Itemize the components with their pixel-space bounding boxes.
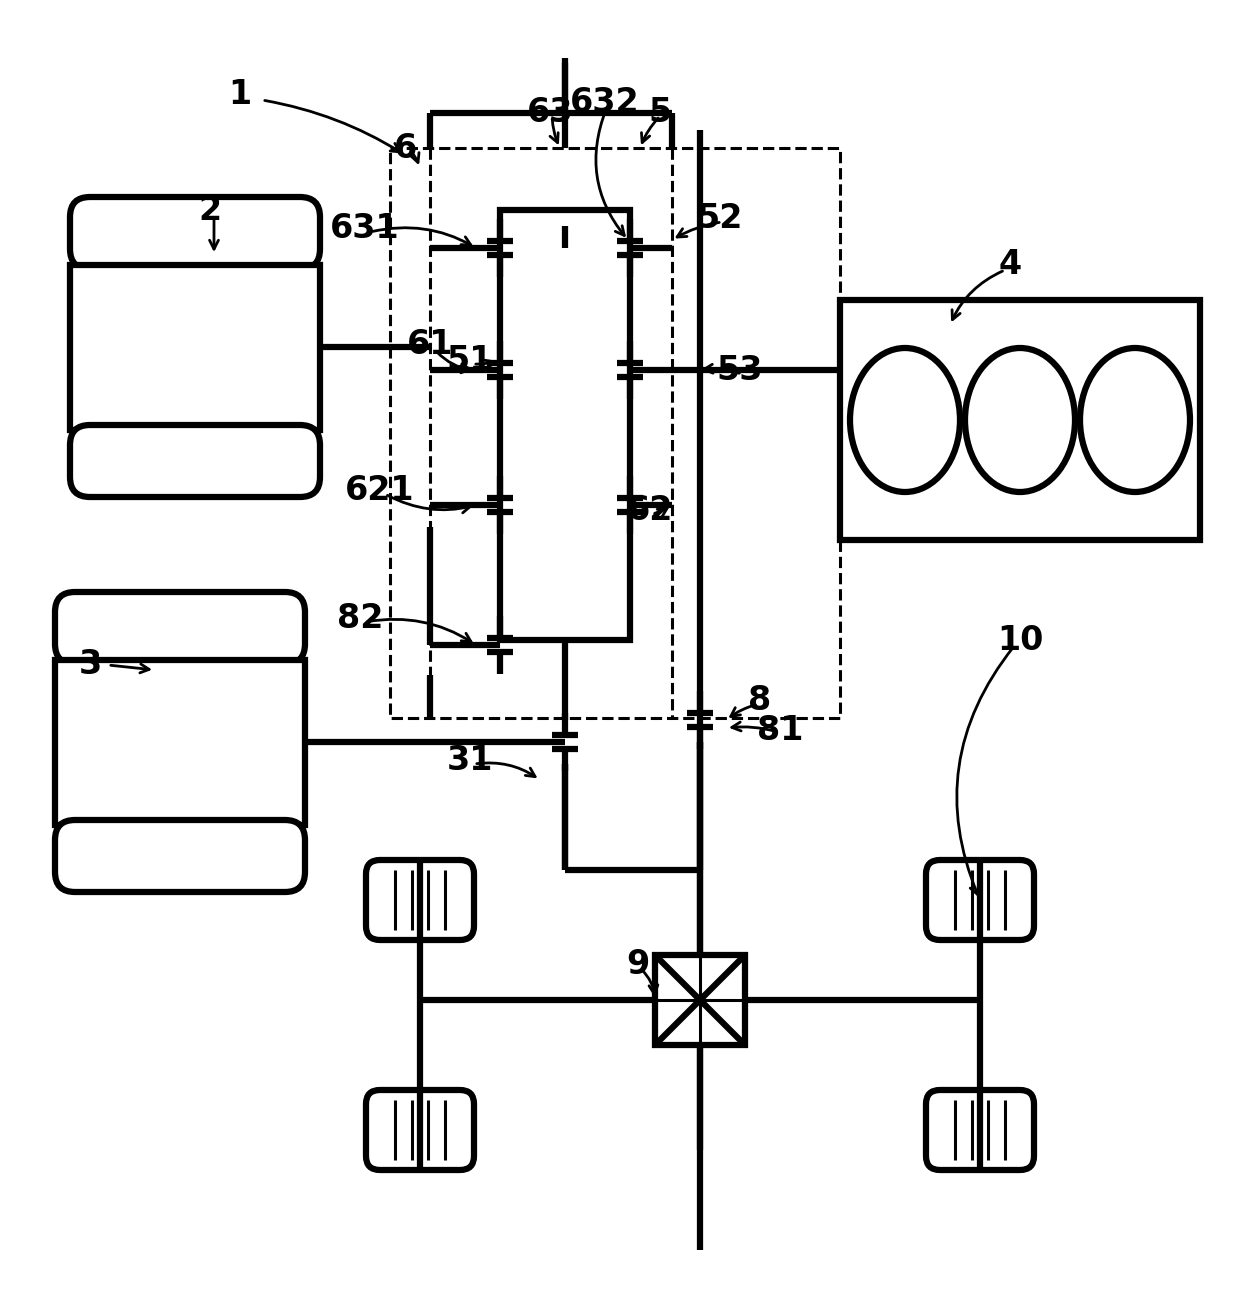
- Text: 1: 1: [228, 79, 252, 111]
- Text: 4: 4: [998, 248, 1022, 282]
- Text: 10: 10: [997, 623, 1043, 657]
- FancyBboxPatch shape: [926, 860, 1034, 940]
- Text: 53: 53: [717, 353, 764, 387]
- Text: 82: 82: [337, 601, 383, 635]
- FancyBboxPatch shape: [55, 592, 305, 665]
- Text: 31: 31: [446, 743, 494, 777]
- FancyBboxPatch shape: [366, 860, 474, 940]
- FancyBboxPatch shape: [366, 1090, 474, 1170]
- Text: 631: 631: [330, 212, 399, 244]
- Text: 63: 63: [527, 96, 573, 128]
- Text: 2: 2: [198, 194, 222, 226]
- Bar: [55, 659, 305, 825]
- Text: 5: 5: [649, 96, 672, 128]
- Ellipse shape: [849, 348, 960, 493]
- Ellipse shape: [1080, 348, 1190, 493]
- Text: 52: 52: [697, 202, 743, 234]
- Text: 62: 62: [626, 494, 673, 526]
- Ellipse shape: [965, 348, 1075, 493]
- Text: 51: 51: [446, 344, 494, 376]
- FancyBboxPatch shape: [69, 197, 320, 269]
- FancyBboxPatch shape: [69, 425, 320, 497]
- Text: 3: 3: [78, 649, 102, 681]
- Text: 621: 621: [345, 473, 414, 507]
- FancyBboxPatch shape: [926, 1090, 1034, 1170]
- Text: 632: 632: [570, 87, 640, 119]
- Bar: [69, 265, 320, 431]
- Bar: [839, 300, 1200, 540]
- Text: 9: 9: [626, 949, 650, 981]
- Text: 61: 61: [407, 328, 453, 362]
- Bar: [391, 147, 839, 718]
- Text: 8: 8: [749, 684, 771, 716]
- Text: 81: 81: [756, 714, 804, 746]
- Bar: [655, 956, 745, 1045]
- Text: 6: 6: [393, 132, 417, 164]
- Bar: [500, 209, 630, 640]
- FancyBboxPatch shape: [55, 820, 305, 892]
